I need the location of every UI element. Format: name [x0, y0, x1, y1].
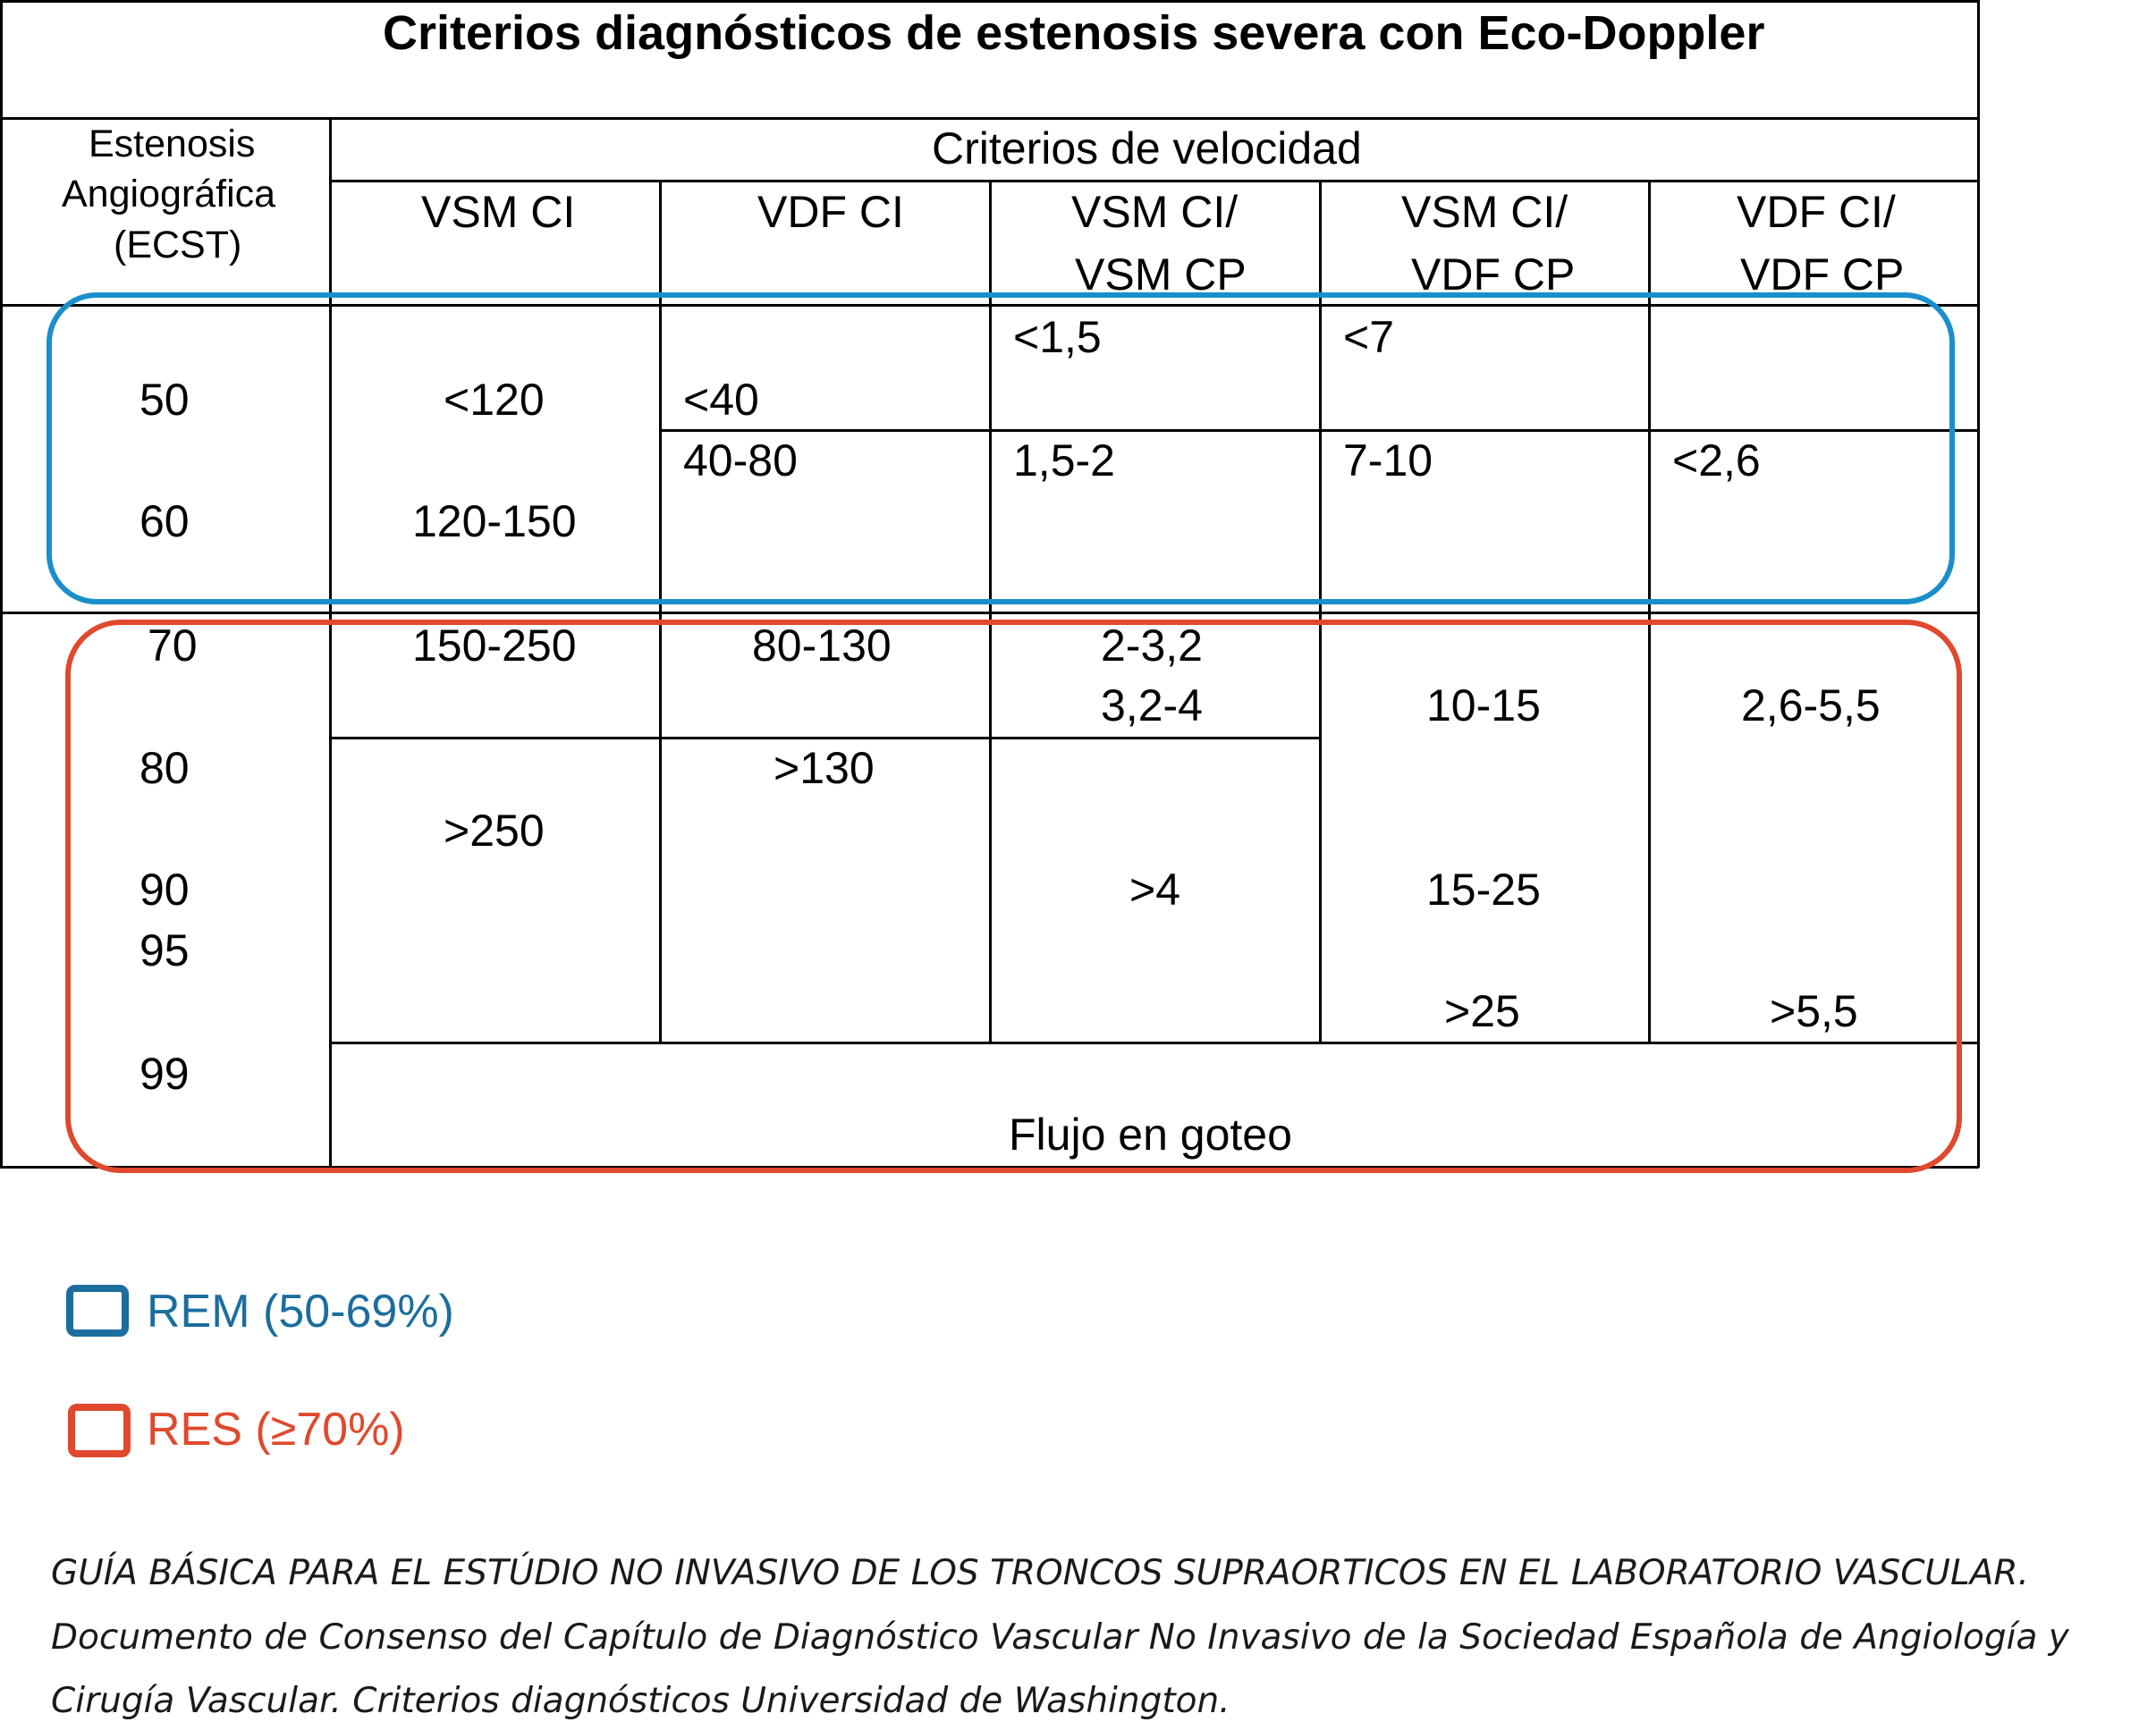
- cell-vdf-ci: >130: [774, 743, 875, 793]
- legend-res-label: RES (≥70%): [147, 1404, 405, 1456]
- cell-vsm-ci: <120: [444, 375, 545, 425]
- cell-vsmci-vdfcp: 7-10: [1343, 435, 1433, 485]
- res-row-divider: [330, 737, 1321, 739]
- cell-vsmci-vdfcp: 10-15: [1426, 680, 1541, 730]
- stenosis-value: 95: [140, 925, 190, 975]
- cell-vdf-ci: <40: [683, 375, 759, 425]
- col-header-vsmci-vdfcp-line2: VDF CP: [1411, 249, 1576, 300]
- table-border-top: [0, 0, 1979, 3]
- citation-line-2: Documento de Consenso del Capítulo de Di…: [51, 1617, 2069, 1658]
- table-title: Criterios diagnósticos de estenosis seve…: [383, 6, 1765, 60]
- column-border-4: [1648, 180, 1651, 1042]
- cell-flujo-en-goteo: Flujo en goteo: [1009, 1110, 1292, 1160]
- stenosis-value: 80: [140, 743, 190, 793]
- velocity-group-header: Criterios de velocidad: [932, 123, 1362, 173]
- col-header-vdf-ci: VDF CI: [757, 187, 904, 237]
- cell-vsmci-vdfcp: >25: [1444, 986, 1520, 1036]
- legend-rem-label: REM (50-69%): [147, 1286, 454, 1338]
- stenosis-column-border: [329, 117, 332, 1168]
- stenosis-header-line-1: Estenosis: [89, 122, 256, 165]
- rem-highlight-box: [47, 292, 1955, 604]
- flujo-row-divider: [330, 1042, 1979, 1044]
- cell-vsm-ci: 120-150: [412, 496, 577, 546]
- col-header-vdfci-vdfcp-line1: VDF CI/: [1737, 187, 1896, 237]
- cell-vsmci-vsmcp: 1,5-2: [1013, 435, 1115, 485]
- legend-res-swatch: [68, 1404, 131, 1457]
- cell-vsm-ci: 150-250: [412, 620, 577, 671]
- citation-line-1: GUÍA BÁSICA PARA EL ESTÚDIO NO INVASIVO …: [51, 1553, 2029, 1593]
- stenosis-header-line-3: (ECST): [114, 224, 242, 266]
- table-border-left: [0, 0, 3, 1168]
- column-border-1: [659, 180, 662, 1042]
- col-header-vsm-ci: VSM CI: [421, 187, 576, 237]
- citation-line-3: Cirugía Vascular. Criterios diagnósticos…: [51, 1681, 1230, 1721]
- legend-rem-swatch: [66, 1285, 129, 1337]
- column-border-3: [1319, 180, 1322, 1042]
- cell-vsmci-vsmcp: 2-3,2: [1101, 620, 1203, 671]
- col-header-vsmci-vsmcp-line1: VSM CI/: [1071, 187, 1239, 237]
- cell-vsmci-vsmcp: >4: [1129, 865, 1181, 915]
- stenosis-value: 50: [140, 375, 190, 425]
- col-header-vsmci-vdfcp-line1: VSM CI/: [1401, 187, 1568, 237]
- table-border-right: [1977, 0, 1980, 1168]
- column-border-2: [989, 180, 992, 1042]
- cell-vdfci-vdfcp: 2,6-5,5: [1741, 680, 1881, 730]
- cell-vsmci-vdfcp: 15-25: [1426, 865, 1541, 915]
- cell-vdfci-vdfcp: <2,6: [1672, 435, 1761, 485]
- cell-vsmci-vsmcp: 3,2-4: [1101, 680, 1203, 730]
- cell-vdf-ci: 80-130: [752, 620, 892, 671]
- col-header-vsmci-vsmcp-line2: VSM CP: [1075, 249, 1247, 300]
- table-border-bottom: [0, 1166, 1979, 1169]
- cell-vsmci-vsmcp: <1,5: [1013, 312, 1102, 362]
- stenosis-value: 60: [140, 496, 190, 546]
- cell-vsmci-vdfcp: <7: [1343, 312, 1395, 362]
- stenosis-value: 99: [140, 1049, 190, 1099]
- cell-vsm-ci: >250: [444, 806, 545, 856]
- title-divider: [0, 117, 1979, 120]
- stenosis-value: 70: [148, 620, 198, 671]
- cell-vdfci-vdfcp: >5,5: [1770, 986, 1858, 1036]
- cell-vdf-ci: 40-80: [683, 435, 798, 485]
- velocity-group-divider: [330, 180, 1979, 182]
- stenosis-header-line-2: Angiográfica: [62, 173, 276, 215]
- rem-row-divider: [659, 429, 1979, 432]
- stenosis-value: 90: [140, 865, 190, 915]
- col-header-vdfci-vdfcp-line2: VDF CP: [1740, 249, 1905, 300]
- res-highlight-box: [65, 620, 1962, 1173]
